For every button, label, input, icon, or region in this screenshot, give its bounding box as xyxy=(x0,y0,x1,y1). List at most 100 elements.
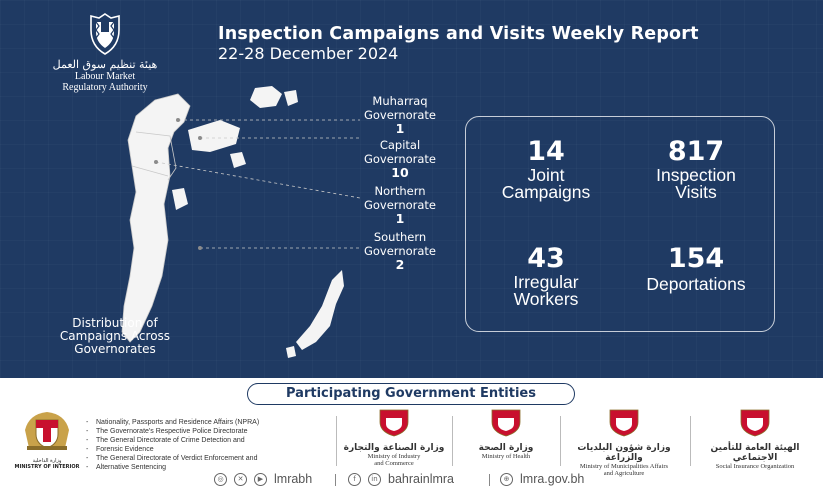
divider xyxy=(560,416,561,466)
bahrain-emblem-icon xyxy=(491,409,521,437)
hawar-islands xyxy=(296,270,344,350)
linkedin-icon[interactable]: in xyxy=(368,473,381,486)
deportations-label: Deportations xyxy=(646,274,746,294)
capital-count: 10 xyxy=(391,165,409,180)
southern-count: 2 xyxy=(395,257,405,272)
stats-panel: 14 Joint Campaigns 817 Inspection Visits… xyxy=(465,116,775,332)
bahrain-emblem-icon xyxy=(379,409,409,437)
lmra-logo: هيئة تنظيم سوق العمل Labour Market Regul… xyxy=(40,12,170,93)
map-caption: Distribution of Campaigns Across Governo… xyxy=(40,317,190,356)
ministry-industry-commerce: وزارة الصناعة والتجارة Ministry of Indus… xyxy=(340,406,448,467)
governorate-southern: Southern Governorate 2 xyxy=(350,230,450,272)
moi-emblem-icon xyxy=(25,412,69,450)
deportations-value: 154 xyxy=(667,243,725,274)
northern-dot xyxy=(154,160,158,164)
logo-arabic-text: هيئة تنظيم سوق العمل xyxy=(52,58,158,71)
health-arabic: وزارة الصحة xyxy=(478,443,534,453)
facebook-icon[interactable]: f xyxy=(348,473,361,486)
map-caption-line-3: Governorates xyxy=(74,342,156,356)
sio-arabic: الهيئة العامة للتأمين الاجتماعي xyxy=(710,443,800,463)
municipalities-line-1: Ministry of Municipalities Affairs xyxy=(579,463,669,470)
southern-label-line-1: Southern xyxy=(373,230,427,244)
list-item: The Governorate's Respective Police Dire… xyxy=(86,427,331,436)
bahrain-emblem-icon xyxy=(740,409,770,437)
muharraq-dot xyxy=(176,118,180,122)
entities-section: Participating Government Entities وزارة … xyxy=(0,378,823,494)
joint-campaigns-label-1: Joint xyxy=(527,165,565,185)
governorate-muharraq: Muharraq Governorate 1 xyxy=(350,94,450,136)
bahrain-map xyxy=(121,86,360,358)
stat-irregular-workers: 43 Irregular Workers xyxy=(466,244,626,308)
inspection-visits-label-2: Visits xyxy=(675,182,717,202)
ministry-of-interior-logo: وزارة الداخلية MINISTRY OF INTERIOR xyxy=(12,408,82,470)
joint-campaigns-value: 14 xyxy=(527,136,565,167)
social-footer: ◎ ✕ ▶ lmrabh f in bahrainlmra ⊕ lmra.gov… xyxy=(0,469,823,489)
divider xyxy=(336,416,337,466)
capital-dot xyxy=(198,136,202,140)
list-item: Nationality, Passports and Residence Aff… xyxy=(86,418,331,427)
stat-inspection-visits: 817 Inspection Visits xyxy=(616,137,776,201)
lmra-emblem-icon xyxy=(90,13,120,55)
website-link[interactable]: lmra.gov.bh xyxy=(520,472,585,486)
report-title: Inspection Campaigns and Visits Weekly R… xyxy=(218,24,699,44)
bahrain-emblem-icon xyxy=(609,409,639,437)
stat-joint-campaigns: 14 Joint Campaigns xyxy=(466,137,626,201)
inspection-visits-label-1: Inspection xyxy=(656,165,736,185)
capital-area xyxy=(188,120,240,152)
divider xyxy=(452,416,453,466)
municipalities-arabic: وزارة شؤون البلديات والزراعة xyxy=(577,443,671,463)
handle-bahrainlmra[interactable]: bahrainlmra xyxy=(388,472,455,486)
stat-deportations: 154 Deportations xyxy=(616,244,776,293)
irregular-workers-value: 43 xyxy=(527,243,565,274)
industry-arabic: وزارة الصناعة والتجارة xyxy=(343,443,445,453)
capital-label-line-1: Capital xyxy=(379,138,421,152)
map-caption-line-2: Campaigns Across xyxy=(59,329,171,343)
logo-line-2: Regulatory Authority xyxy=(62,82,148,93)
logo-line-1: Labour Market xyxy=(74,71,136,82)
capital-label-line-2: Governorate xyxy=(363,152,437,166)
social-icon-1[interactable]: ◎ xyxy=(214,473,227,486)
social-insurance-organization: الهيئة العامة للتأمين الاجتماعي Social I… xyxy=(692,406,818,470)
sio-line-1: Social Insurance Organization xyxy=(715,463,795,470)
entities-heading: Participating Government Entities xyxy=(247,383,575,405)
muharraq-island xyxy=(250,86,282,108)
bahrain-main-island xyxy=(121,93,191,343)
map-caption-line-1: Distribution of xyxy=(72,316,158,330)
southern-label-line-2: Governorate xyxy=(363,244,437,258)
joint-campaigns-label-2: Campaigns xyxy=(501,182,591,202)
globe-icon[interactable]: ⊕ xyxy=(500,473,513,486)
ministry-health: وزارة الصحة Ministry of Health xyxy=(456,406,556,460)
report-banner: هيئة تنظيم سوق العمل Labour Market Regul… xyxy=(0,0,823,378)
industry-line-1: Ministry of Industry xyxy=(367,453,421,460)
moi-label: MINISTRY OF INTERIOR xyxy=(14,464,80,470)
municipalities-line-2: and Agriculture xyxy=(603,470,645,477)
industry-line-2: and Commerce xyxy=(374,460,414,467)
x-icon[interactable]: ✕ xyxy=(234,473,247,486)
northern-count: 1 xyxy=(395,211,405,226)
irregular-workers-label-2: Workers xyxy=(513,289,579,309)
muharraq-label-line-2: Governorate xyxy=(363,108,437,122)
governorate-capital: Capital Governorate 10 xyxy=(350,138,450,180)
list-item: The General Directorate of Crime Detecti… xyxy=(86,436,331,445)
inspection-visits-value: 817 xyxy=(667,136,725,167)
list-item: Forensic Evidence xyxy=(86,445,331,454)
youtube-icon[interactable]: ▶ xyxy=(254,473,267,486)
health-line-1: Ministry of Health xyxy=(481,453,531,460)
list-item: The General Directorate of Verdict Enfor… xyxy=(86,454,331,463)
irregular-workers-label-1: Irregular xyxy=(513,272,579,292)
moi-directorates-list: Nationality, Passports and Residence Aff… xyxy=(86,418,331,472)
ministry-municipalities-agriculture: وزارة شؤون البلديات والزراعة Ministry of… xyxy=(562,406,686,477)
divider xyxy=(489,474,490,486)
southern-dot xyxy=(198,246,202,250)
list-item: Alternative Sentencing xyxy=(86,463,331,472)
handle-lmrabh[interactable]: lmrabh xyxy=(274,472,313,486)
muharraq-label-line-1: Muharraq xyxy=(372,94,428,108)
muharraq-count: 1 xyxy=(395,121,405,136)
governorate-northern: Northern Governorate 1 xyxy=(350,184,450,226)
moi-arabic: وزارة الداخلية xyxy=(32,458,62,464)
divider xyxy=(690,416,691,466)
divider xyxy=(335,474,336,486)
northern-label-line-1: Northern xyxy=(374,184,426,198)
report-date-range: 22-28 December 2024 xyxy=(218,44,399,63)
northern-label-line-2: Governorate xyxy=(363,198,437,212)
